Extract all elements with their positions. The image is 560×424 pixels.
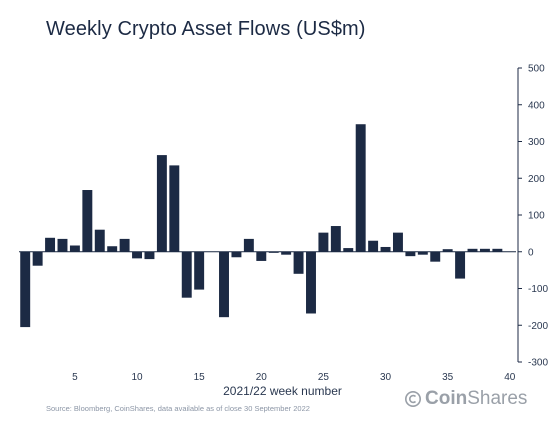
bar-week-28 [355, 124, 366, 252]
bar-week-24 [306, 251, 316, 314]
y-tick-label: 500 [528, 64, 545, 75]
x-tick-label: 30 [380, 372, 392, 383]
bar-week-10 [132, 251, 143, 259]
bar-week-31 [392, 232, 403, 252]
coinshares-logo-icon [404, 390, 422, 408]
bar-week-9 [119, 238, 130, 252]
x-axis-title: 2021/22 week number [223, 384, 342, 398]
brand-name-prefix: Coin [425, 388, 468, 409]
bar-week-17 [219, 251, 229, 318]
bar-week-33 [417, 251, 428, 255]
y-tick-label: 400 [528, 100, 545, 111]
bar-week-2 [32, 251, 43, 266]
y-tick-label: 0 [528, 247, 534, 258]
y-tick-label: 200 [528, 174, 545, 185]
bar-week-1 [20, 251, 31, 328]
x-tick-label: 15 [194, 372, 206, 383]
y-tick-label: -300 [528, 358, 548, 369]
bar-week-38 [479, 248, 490, 252]
bar-week-37 [467, 248, 478, 252]
x-tick-label: 25 [318, 372, 330, 383]
bar-week-30 [380, 246, 391, 252]
x-tick-label: 5 [72, 372, 78, 383]
bar-week-26 [330, 226, 341, 252]
brand-logo: CoinShares [404, 388, 527, 410]
bar-week-6 [82, 190, 93, 252]
bar-week-12 [156, 155, 167, 252]
bar-week-36 [455, 251, 466, 279]
bar-week-20 [256, 251, 267, 261]
bar-week-35 [442, 249, 453, 252]
bar-week-22 [281, 251, 292, 255]
bar-week-21 [268, 251, 279, 253]
y-tick-label: -200 [528, 321, 548, 332]
source-note: Source: Bloomberg, CoinShares, data avai… [46, 404, 310, 413]
bar-week-14 [181, 251, 192, 298]
y-axis: -300 -200 -100 0 100 200 300 400 500 [517, 64, 548, 369]
bar-week-34 [430, 251, 441, 262]
x-tick-label: 20 [256, 372, 268, 383]
bar-week-25 [318, 232, 329, 252]
bar-week-13 [169, 165, 180, 252]
bar-week-19 [243, 238, 254, 252]
bar-week-4 [57, 238, 68, 252]
bar-week-11 [144, 251, 155, 260]
bar-week-15 [194, 251, 205, 290]
bar-week-27 [343, 248, 354, 252]
x-tick-label: 40 [504, 372, 516, 383]
bar-week-23 [293, 251, 304, 274]
y-tick-label: 100 [528, 211, 545, 222]
bar-week-5 [69, 245, 80, 252]
bar-week-3 [45, 237, 56, 252]
chart-title: Weekly Crypto Asset Flows (US$m) [46, 18, 366, 40]
x-axis: 5 10 15 20 25 30 35 40 [72, 372, 516, 383]
bar-week-18 [231, 251, 242, 258]
bar-week-7 [94, 229, 105, 252]
brand-name: CoinShares [425, 388, 527, 410]
brand-name-suffix: Shares [467, 388, 528, 409]
y-tick-label: 300 [528, 137, 545, 148]
bar-week-32 [405, 251, 416, 257]
bar-week-8 [107, 246, 118, 252]
x-tick-label: 35 [442, 372, 454, 383]
bars-layer [20, 124, 515, 328]
bar-week-29 [368, 240, 379, 252]
y-tick-label: -100 [528, 284, 548, 295]
bar-week-39 [492, 248, 503, 252]
x-tick-label: 10 [131, 372, 143, 383]
